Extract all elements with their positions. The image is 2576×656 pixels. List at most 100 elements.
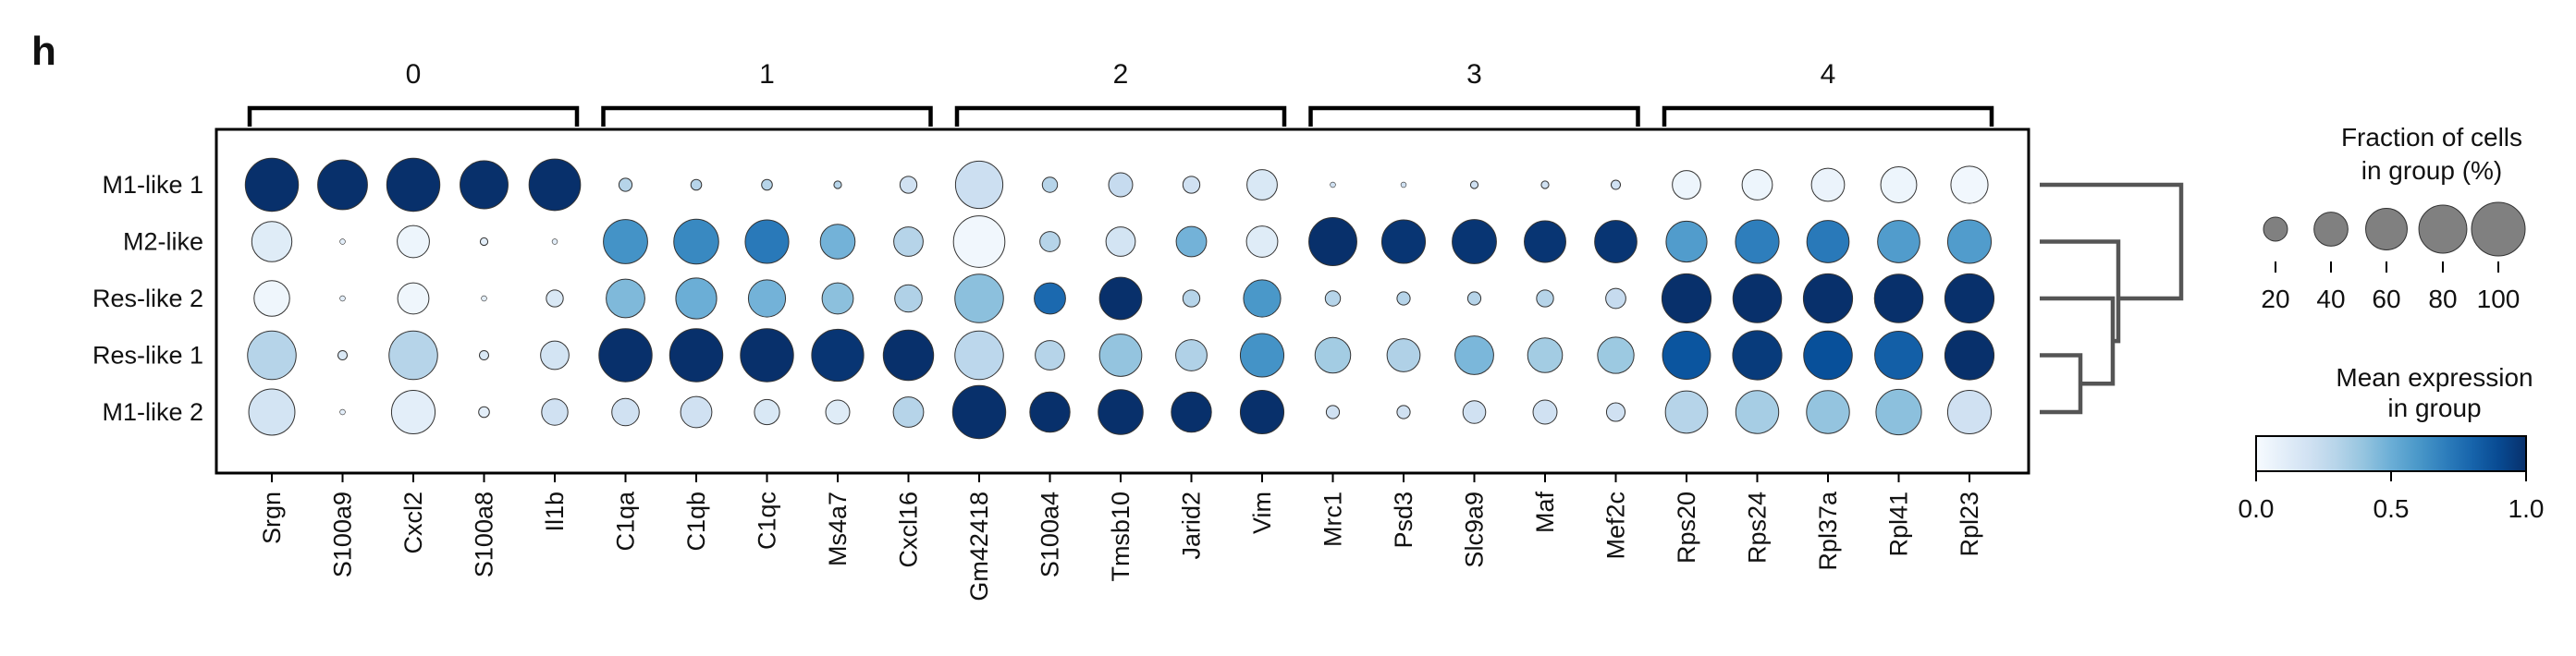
gene-label: S100a9: [329, 492, 357, 577]
dot: [1175, 225, 1208, 258]
dot: [1029, 391, 1071, 433]
dot: [551, 238, 558, 245]
dot: [819, 224, 856, 260]
dot: [892, 396, 925, 428]
dot: [1950, 165, 1989, 204]
group-label: M2-like: [123, 228, 203, 256]
dendrogram: [2040, 182, 2184, 415]
dot: [317, 159, 368, 211]
group-label: M1-like 2: [102, 398, 203, 426]
gene-group-bracket: [954, 105, 1287, 127]
dot: [1386, 338, 1421, 372]
dot: [1672, 170, 1701, 200]
gene-label: Tmsb10: [1107, 492, 1135, 582]
dot: [247, 330, 297, 381]
dot: [673, 218, 719, 265]
dot: [1661, 273, 1712, 324]
colorbar-tick-label: 1.0: [2509, 494, 2545, 523]
dot: [1454, 335, 1494, 375]
dot: [339, 238, 346, 245]
dot: [744, 219, 790, 264]
dot: [680, 395, 713, 429]
size-legend: Fraction of cells in group (%) 20 40 60 80 1…: [2261, 123, 2526, 313]
dot: [1400, 181, 1407, 188]
gene-group-label: 2: [1113, 59, 1129, 90]
gene-label: Rpl23: [1956, 492, 1983, 557]
dot: [618, 177, 633, 192]
dot: [339, 295, 346, 302]
dot: [1171, 391, 1212, 433]
dot: [1245, 225, 1279, 258]
dot: [954, 273, 1004, 323]
dot: [1324, 290, 1342, 307]
gene-label: Gm42418: [965, 492, 993, 601]
dot: [1873, 273, 1924, 323]
dot: [528, 158, 582, 212]
size-legend-dot: [2471, 201, 2526, 257]
dot: [603, 219, 648, 264]
dot: [1041, 176, 1059, 193]
dot: [1098, 276, 1143, 321]
dot: [337, 349, 349, 361]
gene-group-label: 4: [1821, 59, 1836, 90]
dot: [1610, 179, 1622, 190]
gene-label: Maf: [1531, 492, 1559, 534]
plot-frame: [215, 128, 2030, 475]
gene-label: S100a8: [471, 492, 498, 577]
dot: [251, 221, 293, 262]
size-legend-tick-label: 80: [2428, 285, 2457, 313]
dot: [1039, 231, 1061, 252]
dot: [1105, 226, 1136, 257]
dot: [397, 225, 430, 259]
dot: [1732, 273, 1783, 323]
dot: [1034, 282, 1066, 315]
gene-label: S100a4: [1037, 492, 1064, 577]
colorbar-tick-label: 0.0: [2239, 494, 2275, 523]
gene-group-bracket: [1662, 105, 1994, 127]
dot: [1314, 336, 1352, 374]
size-legend-title-line2: in group (%): [2361, 156, 2503, 185]
dot: [1540, 180, 1550, 189]
dot: [954, 330, 1004, 381]
dot: [1532, 399, 1558, 425]
gene-label: Rpl37a: [1814, 491, 1842, 571]
dot: [386, 157, 441, 213]
gene-label: Psd3: [1390, 492, 1417, 549]
gene-label: Cxcl2: [399, 492, 427, 554]
dot: [1664, 390, 1709, 434]
dot: [1182, 176, 1201, 194]
dot: [1536, 289, 1554, 308]
size-legend-tick-label: 100: [2477, 285, 2521, 313]
dot: [1874, 331, 1923, 380]
color-legend: Mean expression in group 0.0 0.5 1.0: [2239, 363, 2545, 523]
dot: [833, 180, 842, 189]
dot: [882, 329, 935, 382]
size-legend-dot: [2313, 212, 2349, 247]
gene-group-brackets: 0 1 2 3 4: [247, 59, 1994, 127]
dot: [478, 349, 490, 361]
dot: [1741, 169, 1773, 200]
gene-label: Mef2c: [1602, 492, 1630, 560]
gene-group-bracket: [601, 105, 933, 127]
gene-group-bracket: [247, 105, 580, 127]
dot: [1325, 405, 1341, 419]
gene-label: C1qb: [682, 492, 710, 552]
dot: [740, 328, 794, 383]
dot: [541, 398, 569, 426]
dot: [1880, 166, 1918, 203]
dot: [339, 408, 346, 416]
dot: [244, 157, 300, 213]
dot: [1524, 220, 1566, 263]
dot: [388, 330, 438, 381]
group-labels: M1-like 1 M2-like Res-like 2 Res-like 1 M1-l…: [92, 171, 203, 426]
dot: [1946, 389, 1993, 435]
dot: [690, 178, 703, 191]
gene-labels: Srgn S100a9 Cxcl2 S100a8 Il1b C1qa C1qb C1qc Ms4…: [258, 473, 1983, 601]
size-legend-tick-label: 20: [2261, 285, 2289, 313]
dot: [952, 215, 1006, 268]
dot: [1239, 389, 1285, 435]
dot: [1605, 287, 1626, 310]
dot: [1308, 217, 1357, 266]
dot: [1466, 291, 1482, 306]
dot: [1035, 340, 1065, 371]
